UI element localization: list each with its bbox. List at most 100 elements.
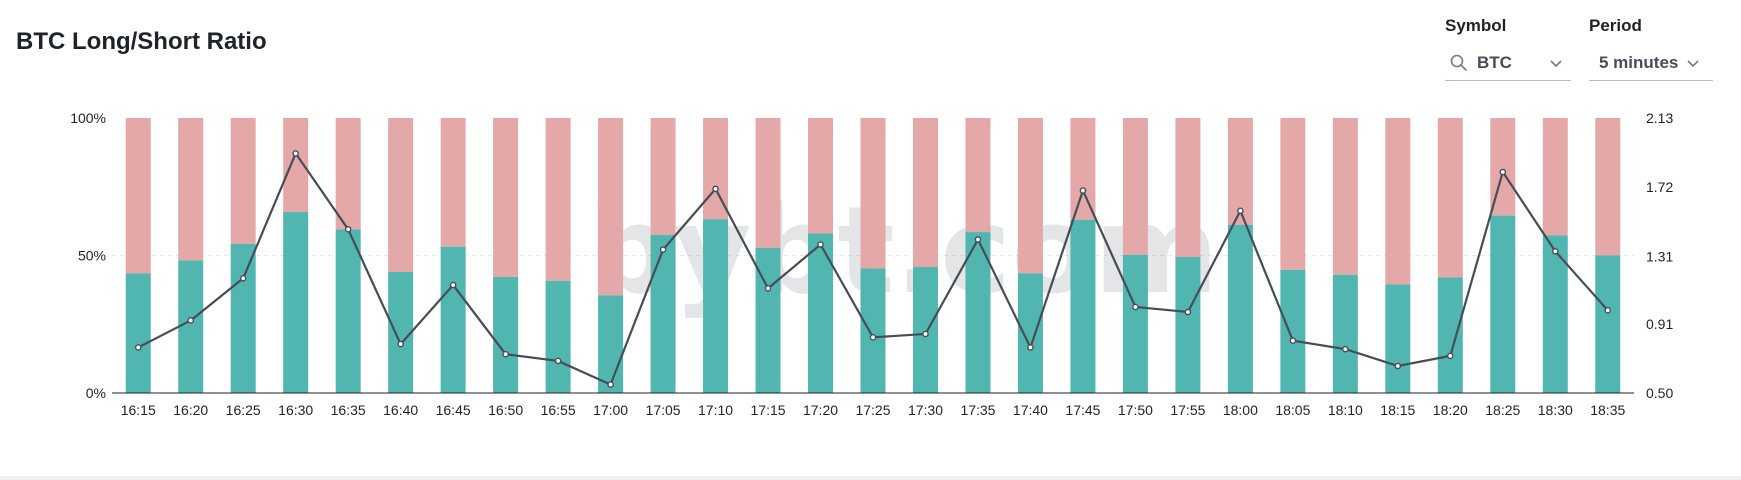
ratio-point (659, 246, 667, 253)
ratio-point (869, 334, 877, 341)
short-bar (178, 118, 204, 261)
x-tick-label: 17:40 (1013, 402, 1048, 418)
ratio-point (974, 236, 982, 243)
long-bar (1280, 269, 1306, 393)
long-bar (440, 246, 466, 393)
ratio-point (607, 381, 614, 388)
y-left-tick-label: 50% (78, 248, 106, 264)
long-bar (1542, 235, 1568, 393)
short-bar (1595, 118, 1621, 256)
long-bar (912, 267, 938, 393)
short-bar (1175, 118, 1201, 257)
long-bar (1017, 273, 1043, 393)
ratio-point (764, 285, 772, 292)
short-bar (1122, 118, 1148, 255)
long-bar (1175, 256, 1201, 393)
ratio-point (344, 226, 352, 233)
x-tick-label: 17:55 (1170, 402, 1205, 418)
y-right-tick-label: 2.13 (1646, 110, 1673, 126)
x-tick-label: 17:30 (908, 402, 943, 418)
short-bar (440, 118, 466, 247)
long-bar (545, 280, 571, 393)
x-tick-label: 16:15 (121, 402, 156, 418)
x-tick-label: 17:15 (751, 402, 786, 418)
long-bar (178, 260, 204, 393)
ratio-point (397, 340, 404, 348)
long-bar (1437, 277, 1463, 393)
x-tick-label: 16:50 (488, 402, 523, 418)
long-bar (1595, 255, 1621, 393)
watermark: bybt.com (587, 182, 1219, 321)
long-bar (283, 212, 309, 393)
x-tick-label: 16:55 (541, 402, 576, 418)
long-bar (1070, 219, 1096, 393)
ratio-point (1079, 187, 1087, 194)
short-bar (493, 118, 519, 277)
symbol-label: Symbol (1445, 16, 1507, 35)
period-select[interactable]: Period 5 minutes (1589, 16, 1713, 81)
ratio-point (187, 317, 195, 324)
period-label: Period (1589, 16, 1642, 35)
x-tick-label: 17:35 (960, 402, 995, 418)
long-bar (808, 233, 834, 393)
ratio-point (554, 357, 562, 365)
short-bar (860, 118, 886, 269)
x-tick-label: 16:20 (173, 402, 208, 418)
long-bar (125, 273, 151, 393)
x-tick-label: 18:00 (1223, 402, 1258, 418)
ratio-point (712, 185, 719, 193)
page-title: BTC Long/Short Ratio (16, 28, 267, 55)
y-right-tick-label: 0.91 (1646, 316, 1673, 332)
symbol-dropdown[interactable]: BTC (1445, 46, 1571, 81)
ratio-point (239, 274, 247, 282)
ratio-point (1551, 247, 1559, 255)
long-bar (493, 276, 519, 393)
ratio-point (1394, 362, 1402, 370)
x-tick-label: 16:40 (383, 402, 418, 418)
search-icon (1450, 54, 1467, 71)
x-tick-label: 18:05 (1275, 402, 1310, 418)
long-bar (598, 295, 624, 393)
ratio-point (817, 241, 824, 248)
ratio-point (1342, 345, 1349, 353)
short-bar (1070, 118, 1096, 220)
symbol-select[interactable]: Symbol BTC (1445, 16, 1571, 81)
long-bar (230, 243, 256, 393)
short-bar (545, 118, 571, 281)
short-bar (965, 118, 991, 233)
ratio-point (1132, 303, 1139, 311)
x-tick-label: 17:05 (646, 402, 681, 418)
y-left-tick-label: 0% (86, 385, 106, 401)
x-tick-label: 17:10 (698, 402, 733, 418)
short-bar (1017, 118, 1043, 274)
short-bar (912, 118, 938, 268)
ratio-point (1027, 344, 1034, 351)
short-bar (1227, 118, 1253, 225)
short-bar (125, 118, 151, 274)
ratio-point (449, 281, 457, 289)
long-bar (860, 268, 886, 393)
long-bar (650, 234, 676, 393)
ratio-point (134, 344, 142, 351)
long-bar (1122, 254, 1148, 393)
ratio-point (922, 330, 929, 338)
chevron-down-icon (1687, 60, 1699, 68)
short-bar (335, 118, 361, 230)
short-bar (1385, 118, 1411, 285)
long-bar (1227, 224, 1253, 393)
short-bar (1332, 118, 1358, 275)
ratio-point (1447, 352, 1454, 360)
short-bar (1280, 118, 1306, 270)
short-bar (755, 118, 781, 248)
short-bar (598, 118, 624, 296)
x-tick-label: 17:00 (593, 402, 628, 418)
x-tick-label: 17:25 (855, 402, 890, 418)
long-bar (388, 272, 414, 393)
x-tick-label: 18:20 (1433, 402, 1468, 418)
period-dropdown[interactable]: 5 minutes (1589, 46, 1713, 81)
x-tick-label: 16:25 (226, 402, 261, 418)
long-bar (1385, 284, 1411, 393)
ratio-point (1604, 307, 1612, 314)
x-tick-label: 17:45 (1065, 402, 1100, 418)
